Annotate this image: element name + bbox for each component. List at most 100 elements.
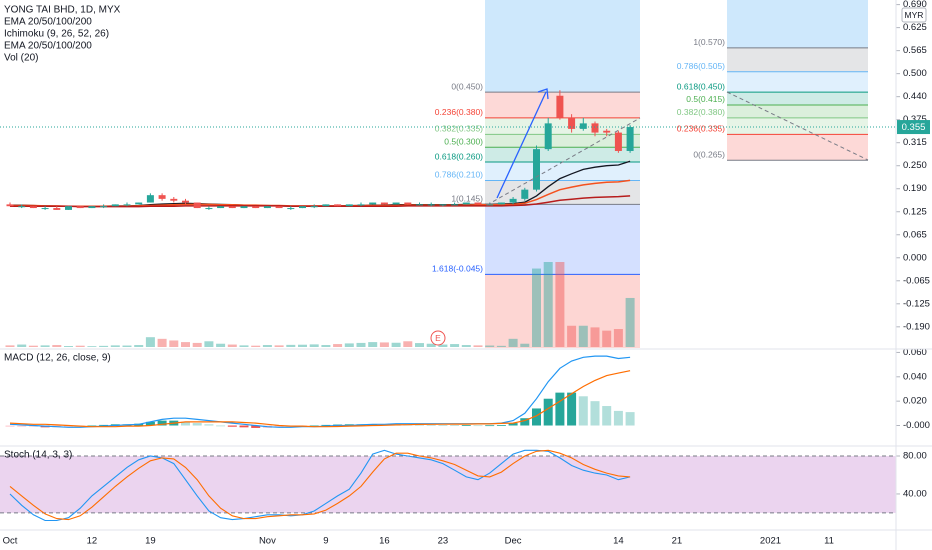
- candle-body: [205, 208, 213, 210]
- candle-body: [123, 204, 131, 206]
- candle-body: [404, 202, 412, 205]
- fib-label: 0.5(0.300): [444, 137, 483, 147]
- y-tick-label: 0.065: [903, 229, 927, 240]
- candle-body: [556, 95, 564, 118]
- candle-body: [392, 202, 400, 205]
- target-zone: [485, 0, 640, 93]
- fib-band: [727, 104, 868, 118]
- chart-title: YONG TAI BHD, 1D, MYX: [4, 5, 121, 16]
- y-tick-label: 0.190: [903, 183, 927, 194]
- candle-body: [497, 202, 505, 205]
- candle-body: [135, 202, 143, 205]
- fib-band: [727, 47, 868, 72]
- y-tick-label: 0.040: [903, 371, 927, 382]
- y-tick-label: 0.250: [903, 160, 927, 171]
- volume-bar: [543, 262, 553, 347]
- y-tick-label: 0.060: [903, 347, 927, 358]
- moving-average: [10, 195, 631, 208]
- fib-label: 0(0.265): [693, 149, 725, 159]
- x-tick-label: Dec: [505, 536, 522, 547]
- macd-histogram-bar: [309, 425, 319, 427]
- volume-bar: [438, 344, 448, 347]
- volume-bar: [216, 343, 226, 347]
- candle-body: [533, 149, 540, 190]
- candle-body: [626, 127, 634, 151]
- candle-body: [217, 206, 225, 209]
- candle-body: [486, 204, 494, 206]
- candle-body: [451, 204, 459, 206]
- last-price-box: [897, 120, 930, 135]
- y-tick-label: 0.440: [903, 91, 927, 102]
- x-tick-label: 19: [145, 536, 156, 547]
- fib-trend-line: [486, 117, 641, 206]
- macd-histogram-bar: [567, 392, 577, 426]
- volume-bar: [227, 344, 237, 347]
- candle-body: [252, 206, 260, 209]
- candle-body: [53, 208, 61, 210]
- y-tick-label: -0.190: [903, 321, 930, 332]
- macd-histogram-bar: [555, 392, 565, 426]
- volume-bar: [473, 345, 483, 347]
- candle-body: [111, 204, 119, 207]
- volume-bar: [64, 346, 73, 347]
- candle-body: [416, 204, 423, 206]
- x-tick-label: 23: [438, 536, 449, 547]
- event-marker[interactable]: [430, 330, 446, 346]
- volume-bar: [40, 345, 50, 347]
- macd-histogram-bar: [532, 408, 541, 426]
- macd-histogram-bar: [321, 424, 331, 426]
- indicator-label: EMA 20/50/100/200: [4, 17, 92, 28]
- candle-body: [345, 204, 353, 207]
- macd-title: MACD (12, 26, close, 9): [4, 353, 111, 364]
- fib-band: [485, 117, 640, 135]
- arrow-line: [496, 91, 547, 199]
- x-tick-label: 9: [323, 536, 328, 547]
- candle-body: [76, 206, 84, 209]
- fib-band: [727, 71, 868, 93]
- macd-histogram-bar: [274, 425, 284, 428]
- macd-histogram-bar: [590, 401, 600, 426]
- volume-bar: [286, 344, 296, 347]
- fib-label: 0.236(0.335): [677, 124, 725, 134]
- volume-bar: [5, 345, 15, 347]
- candle-body: [146, 195, 154, 203]
- candle-body: [474, 202, 482, 205]
- volume-bar: [356, 342, 366, 347]
- macd-histogram-bar: [473, 425, 483, 427]
- event-label[interactable]: E: [435, 333, 441, 343]
- volume-bar: [344, 343, 354, 347]
- candle-body: [170, 198, 178, 201]
- arrow-head: [537, 88, 549, 100]
- candle-body: [228, 206, 236, 209]
- volume-bar: [145, 337, 155, 347]
- candle-body: [182, 200, 189, 203]
- macd-histogram-bar: [613, 410, 623, 426]
- fib-label: 0.236(0.380): [435, 107, 483, 117]
- y-tick-label: 0.500: [903, 68, 927, 79]
- candle-body: [334, 204, 342, 207]
- candle-body: [369, 202, 377, 205]
- y-tick-label: 0.565: [903, 45, 927, 56]
- candle-body: [41, 208, 49, 210]
- candle-body: [427, 204, 435, 206]
- fib-band: [485, 134, 640, 148]
- volume-bar: [157, 338, 167, 347]
- macd-histogram-bar: [5, 425, 15, 427]
- candle-body: [287, 208, 295, 210]
- fib-label: 0.618(0.260): [435, 151, 483, 161]
- macd-histogram-bar: [251, 425, 261, 428]
- candle-body: [6, 204, 14, 207]
- y-tick-label: 0.125: [903, 206, 927, 217]
- candle-body: [263, 206, 271, 209]
- candle-body: [509, 198, 517, 203]
- macd-histogram-bar: [426, 424, 436, 426]
- candle-body: [240, 206, 248, 209]
- x-tick-label: 14: [613, 536, 624, 547]
- y-tick-label: 0.020: [903, 396, 927, 407]
- macd-histogram-bar: [28, 425, 38, 427]
- volume-bar: [262, 345, 272, 347]
- macd-histogram-bar: [543, 398, 553, 426]
- fib-label: 0.786(0.505): [677, 61, 725, 71]
